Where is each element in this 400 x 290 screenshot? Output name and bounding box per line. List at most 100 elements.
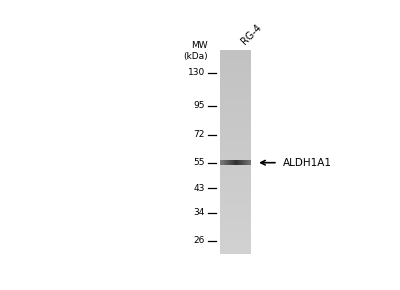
Bar (220, 53, 252, 55)
Bar (220, 89, 252, 90)
Bar (220, 172, 252, 173)
Bar (220, 218, 252, 219)
Bar (220, 246, 252, 248)
Bar (220, 92, 252, 93)
Bar (220, 164, 252, 165)
Bar (220, 231, 252, 232)
Bar (220, 68, 252, 69)
Bar (220, 76, 252, 77)
Bar (220, 100, 252, 101)
Bar (220, 67, 252, 68)
Bar (220, 157, 252, 158)
Text: 26: 26 (194, 236, 205, 245)
Bar (220, 109, 252, 110)
Bar (220, 132, 252, 133)
Bar (220, 85, 252, 86)
Bar (220, 143, 252, 144)
Bar (220, 86, 252, 87)
Bar (220, 97, 252, 98)
Bar (220, 208, 252, 209)
Bar (220, 108, 252, 109)
Bar (220, 110, 252, 111)
Bar (220, 195, 252, 196)
Bar (220, 193, 252, 194)
Bar (220, 205, 252, 206)
Bar (220, 161, 252, 162)
Bar (220, 199, 252, 200)
Bar (220, 57, 252, 59)
Bar (220, 176, 252, 177)
Bar (220, 178, 252, 180)
Bar (220, 222, 252, 223)
Bar (220, 233, 252, 234)
Bar (220, 165, 252, 166)
Bar (220, 219, 252, 220)
Bar (220, 138, 252, 139)
Bar (220, 229, 252, 230)
Bar (220, 122, 252, 123)
Bar (220, 158, 252, 159)
Bar (220, 191, 252, 192)
Bar (220, 75, 252, 76)
Bar (220, 83, 252, 84)
Bar (220, 232, 252, 233)
Bar (220, 234, 252, 235)
Text: 95: 95 (194, 101, 205, 110)
Bar (220, 55, 252, 57)
Bar (220, 73, 252, 74)
Bar (220, 235, 252, 236)
Bar (220, 220, 252, 221)
Bar (220, 213, 252, 214)
Bar (220, 124, 252, 125)
Bar (220, 126, 252, 127)
Bar (220, 249, 252, 250)
Bar (220, 91, 252, 92)
Bar (220, 74, 252, 75)
Bar (220, 102, 252, 103)
Bar (220, 95, 252, 96)
Bar (220, 175, 252, 176)
Bar (220, 148, 252, 149)
Bar (220, 154, 252, 155)
Bar (220, 121, 252, 122)
Bar (220, 135, 252, 136)
Bar (220, 128, 252, 129)
Bar (220, 224, 252, 225)
Bar (220, 174, 252, 175)
Bar (220, 204, 252, 205)
Text: 72: 72 (194, 130, 205, 139)
Bar (220, 127, 252, 128)
Bar (220, 61, 252, 63)
Bar (220, 79, 252, 80)
Bar (220, 141, 252, 142)
Bar (220, 142, 252, 143)
Bar (220, 66, 252, 67)
Bar (220, 151, 252, 152)
Bar (220, 105, 252, 106)
Bar (220, 78, 252, 79)
Text: ALDH1A1: ALDH1A1 (282, 158, 332, 168)
Text: 55: 55 (194, 158, 205, 167)
Bar (220, 136, 252, 137)
Bar (220, 150, 252, 151)
Bar (220, 223, 252, 224)
Bar (220, 160, 252, 161)
Bar (220, 119, 252, 121)
Bar (220, 77, 252, 78)
Bar (220, 137, 252, 138)
Bar (220, 144, 252, 145)
Bar (220, 180, 252, 182)
Bar (220, 130, 252, 131)
Bar (220, 134, 252, 135)
Bar (220, 168, 252, 169)
Bar (220, 93, 252, 94)
Bar (220, 80, 252, 81)
Bar (220, 90, 252, 91)
Bar (220, 184, 252, 186)
Bar (220, 210, 252, 211)
Bar (220, 207, 252, 208)
Text: RG-4: RG-4 (239, 22, 263, 46)
Bar (220, 63, 252, 64)
Bar (220, 71, 252, 72)
Bar (220, 59, 252, 61)
